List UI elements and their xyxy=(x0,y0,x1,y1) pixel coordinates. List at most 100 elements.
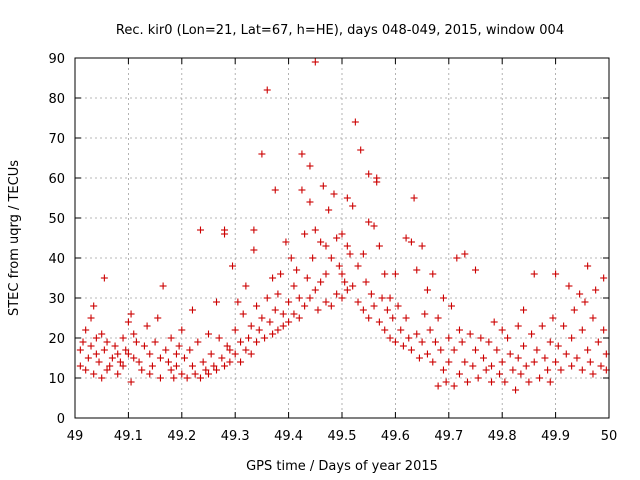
data-point xyxy=(306,198,314,206)
data-point xyxy=(597,362,605,370)
data-point xyxy=(282,238,290,246)
data-point xyxy=(250,246,258,254)
data-point xyxy=(431,338,439,346)
data-point xyxy=(255,326,263,334)
data-point xyxy=(354,262,362,270)
data-point xyxy=(79,338,87,346)
data-point xyxy=(245,334,253,342)
data-point xyxy=(205,370,212,378)
data-point xyxy=(335,262,343,270)
data-point xyxy=(544,366,552,374)
data-point xyxy=(517,370,525,378)
data-point xyxy=(338,270,346,278)
data-point xyxy=(413,266,421,274)
data-point xyxy=(138,366,146,374)
data-point xyxy=(130,330,138,338)
data-point xyxy=(439,366,447,374)
data-point xyxy=(525,378,533,386)
data-point xyxy=(530,358,538,366)
data-point xyxy=(221,362,229,370)
data-point xyxy=(383,306,391,314)
data-point xyxy=(472,266,479,274)
data-point xyxy=(269,274,277,282)
data-point xyxy=(322,298,330,306)
data-point xyxy=(175,342,183,350)
data-point xyxy=(426,326,434,334)
data-point xyxy=(415,354,423,362)
data-point xyxy=(285,318,293,326)
data-point xyxy=(589,370,597,378)
data-point xyxy=(261,334,269,342)
data-point xyxy=(480,354,488,362)
data-point xyxy=(423,286,431,294)
data-point xyxy=(378,294,386,302)
data-point xyxy=(242,346,250,354)
data-point xyxy=(98,374,106,382)
data-point xyxy=(263,86,271,94)
data-point xyxy=(263,294,271,302)
data-point xyxy=(354,298,362,306)
data-point xyxy=(485,338,493,346)
data-point xyxy=(365,314,373,322)
data-point xyxy=(253,302,261,310)
data-point xyxy=(213,366,221,374)
data-point xyxy=(311,226,319,234)
data-point xyxy=(578,366,586,374)
data-point xyxy=(317,238,325,246)
data-point xyxy=(573,354,581,362)
y-tick-label: 0 xyxy=(57,412,65,427)
data-point xyxy=(237,358,245,366)
data-point xyxy=(146,350,154,358)
data-point xyxy=(533,346,541,354)
data-point xyxy=(557,366,565,374)
data-point xyxy=(381,326,389,334)
data-point xyxy=(253,338,261,346)
data-point xyxy=(269,330,277,338)
data-point xyxy=(170,374,178,382)
data-point xyxy=(202,366,210,374)
data-point xyxy=(530,270,538,278)
data-point xyxy=(306,162,314,170)
data-point xyxy=(100,274,108,282)
data-point xyxy=(333,290,341,298)
data-point xyxy=(106,362,114,370)
data-point xyxy=(338,230,346,238)
data-point xyxy=(87,314,95,322)
data-point xyxy=(498,326,506,334)
data-point xyxy=(375,318,383,326)
data-point xyxy=(279,310,287,318)
data-point xyxy=(140,342,148,350)
data-points xyxy=(76,58,610,394)
data-point xyxy=(386,334,394,342)
data-point xyxy=(421,310,429,318)
data-point xyxy=(199,358,207,366)
data-point xyxy=(584,262,592,270)
y-tick-label: 30 xyxy=(48,292,65,307)
x-tick-label: 49.6 xyxy=(381,429,410,444)
data-point xyxy=(578,326,586,334)
data-point xyxy=(154,314,162,322)
data-point xyxy=(410,194,418,202)
y-tick-label: 20 xyxy=(48,332,65,347)
data-point xyxy=(301,302,309,310)
data-point xyxy=(327,254,335,262)
data-point xyxy=(442,378,450,386)
data-point xyxy=(130,354,138,362)
data-point xyxy=(279,322,287,330)
data-point xyxy=(180,354,188,362)
data-point xyxy=(514,322,522,330)
data-point xyxy=(322,242,330,250)
data-point xyxy=(389,314,397,322)
data-point xyxy=(482,366,490,374)
data-point xyxy=(100,346,108,354)
data-point xyxy=(103,366,111,374)
data-point xyxy=(322,270,330,278)
data-point xyxy=(250,226,258,234)
x-tick-label: 49.7 xyxy=(434,429,463,444)
y-axis-label: STEC from uqrg / TECUs xyxy=(7,160,22,316)
data-point xyxy=(509,366,517,374)
data-point xyxy=(311,286,319,294)
data-point xyxy=(466,330,474,338)
data-point xyxy=(552,358,560,366)
x-tick-label: 49.9 xyxy=(541,429,570,444)
